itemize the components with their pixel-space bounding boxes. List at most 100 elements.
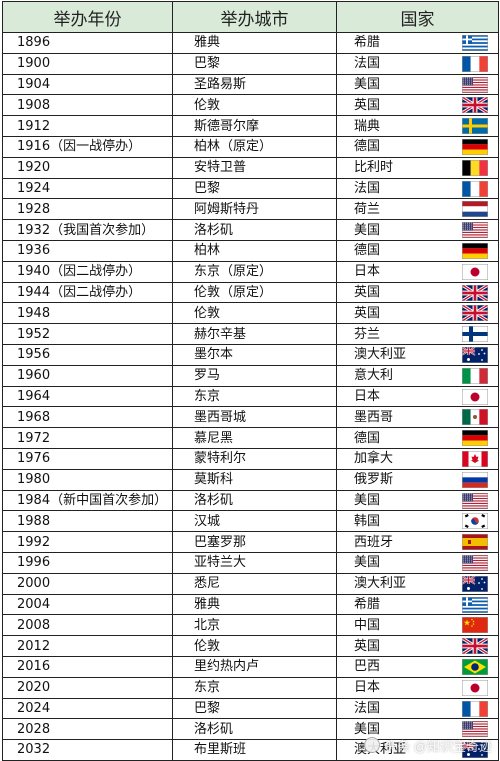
- table-row: 2012 伦敦 英国: [2, 635, 499, 657]
- country-cell: 韩国: [336, 510, 499, 533]
- city-cell: 亚特兰大: [172, 551, 337, 574]
- city-cell: 伦敦（原定）: [172, 281, 337, 304]
- year-cell: 1904: [2, 73, 173, 96]
- country-name: 日本: [354, 388, 381, 404]
- city-cell: 洛杉矶: [172, 219, 337, 241]
- year-cell: 1984（新中国首次参加）: [2, 489, 173, 512]
- table-row: 2008 北京 中国: [2, 614, 499, 637]
- country-name: 瑞典: [354, 118, 381, 134]
- table-row: 1940（因二战停办） 东京（原定） 日本: [2, 260, 499, 283]
- china-flag-icon: [462, 617, 488, 634]
- country-name: 美国: [354, 76, 381, 92]
- year-cell: 1952: [2, 323, 173, 345]
- greece-flag-icon: [462, 35, 488, 51]
- italy-flag-icon: [462, 367, 488, 384]
- watermark-logo-icon: [364, 737, 381, 753]
- year-cell: 2032: [2, 739, 173, 761]
- country-name: 英国: [354, 284, 381, 300]
- city-cell: 东京: [172, 676, 337, 699]
- country-name: 法国: [354, 180, 381, 196]
- country-name: 英国: [354, 305, 381, 321]
- country-cell: 中国: [336, 614, 499, 637]
- mexico-flag-icon: [462, 409, 488, 426]
- country-cell: 德国: [336, 427, 499, 449]
- country-cell: 澳大利亚: [336, 572, 499, 595]
- year-cell: 1900: [2, 52, 173, 75]
- country-name: 希腊: [354, 596, 381, 612]
- country-name: 德国: [354, 430, 381, 446]
- year-cell: 1912: [2, 115, 173, 137]
- country-name: 日本: [354, 264, 381, 280]
- usa-flag-icon: [462, 721, 488, 738]
- country-cell: 俄罗斯: [336, 468, 499, 491]
- city-cell: 巴黎: [172, 177, 337, 200]
- year-cell: 1948: [2, 302, 173, 325]
- table-row: 1932（我国首次参加） 洛杉矶 美国: [2, 219, 499, 241]
- city-cell: 圣路易斯: [172, 73, 337, 96]
- usa-flag-icon: [462, 222, 488, 239]
- country-cell: 美国: [336, 73, 499, 96]
- city-cell: 洛杉矶: [172, 489, 337, 512]
- country-name: 俄罗斯: [354, 472, 394, 488]
- country-name: 巴西: [354, 659, 381, 675]
- year-cell: 1940（因二战停办）: [2, 260, 173, 283]
- table-row: 1960 罗马 意大利: [2, 364, 499, 387]
- year-cell: 1944（因二战停办）: [2, 281, 173, 304]
- country-name: 美国: [354, 222, 381, 238]
- germany-flag-icon: [462, 242, 488, 259]
- table-row: 1904 圣路易斯 美国: [2, 73, 499, 96]
- year-cell: 2012: [2, 635, 173, 657]
- table-row: 1964 东京 日本: [2, 385, 499, 408]
- australia-flag-icon: [462, 575, 488, 592]
- city-cell: 巴黎: [172, 52, 337, 75]
- table-row: 1956 墨尔本 澳大利亚: [2, 343, 499, 366]
- table-row: 2016 里约热内卢 巴西: [2, 655, 499, 678]
- year-cell: 1968: [2, 406, 173, 429]
- country-cell: 英国: [336, 635, 499, 657]
- country-name: 美国: [354, 492, 381, 508]
- city-cell: 布里斯班: [172, 739, 337, 761]
- country-name: 德国: [354, 139, 381, 155]
- country-cell: 瑞典: [336, 115, 499, 137]
- table-row: 1976 蒙特利尔 加拿大: [2, 447, 499, 470]
- country-name: 荷兰: [354, 201, 381, 217]
- country-name: 澳大利亚: [354, 576, 407, 592]
- country-cell: 西班牙: [336, 531, 499, 553]
- country-name: 中国: [354, 617, 381, 633]
- table-row: 2020 东京 日本: [2, 676, 499, 699]
- country-cell: 希腊: [336, 593, 499, 616]
- country-name: 芬兰: [354, 326, 381, 342]
- country-name: 加拿大: [354, 451, 394, 467]
- france-flag-icon: [462, 180, 488, 197]
- year-cell: 2000: [2, 572, 173, 595]
- country-name: 美国: [354, 555, 381, 571]
- uk-flag-icon: [462, 305, 488, 322]
- city-cell: 罗马: [172, 364, 337, 387]
- city-cell: 莫斯科: [172, 468, 337, 491]
- country-cell: 意大利: [336, 364, 499, 387]
- country-cell: 美国: [336, 489, 499, 512]
- country-name: 韩国: [354, 513, 381, 529]
- uk-flag-icon: [462, 97, 488, 114]
- country-cell: 澳大利亚: [336, 343, 499, 366]
- usa-flag-icon: [462, 76, 488, 93]
- country-name: 英国: [354, 638, 381, 654]
- table-row: 1980 莫斯科 俄罗斯: [2, 468, 499, 491]
- brazil-flag-icon: [462, 658, 488, 675]
- table-row: 1944（因二战停办） 伦敦（原定） 英国: [2, 281, 499, 304]
- france-flag-icon: [462, 700, 488, 717]
- year-cell: 1956: [2, 343, 173, 366]
- city-cell: 北京: [172, 614, 337, 637]
- country-cell: 英国: [336, 302, 499, 325]
- france-flag-icon: [462, 55, 488, 72]
- year-cell: 1980: [2, 468, 173, 491]
- country-cell: 德国: [336, 239, 499, 262]
- uk-flag-icon: [462, 284, 488, 301]
- country-name: 日本: [354, 680, 381, 696]
- watermark: 头条 @知识宝奇迹: [364, 736, 492, 755]
- australia-flag-icon: [462, 742, 488, 759]
- table-row: 1920 安特卫普 比利时: [2, 156, 499, 179]
- table-row: 2024 巴黎 法国: [2, 697, 499, 720]
- country-cell: 英国: [336, 94, 499, 117]
- header-row: 举办年份 举办城市 国家: [2, 1, 499, 33]
